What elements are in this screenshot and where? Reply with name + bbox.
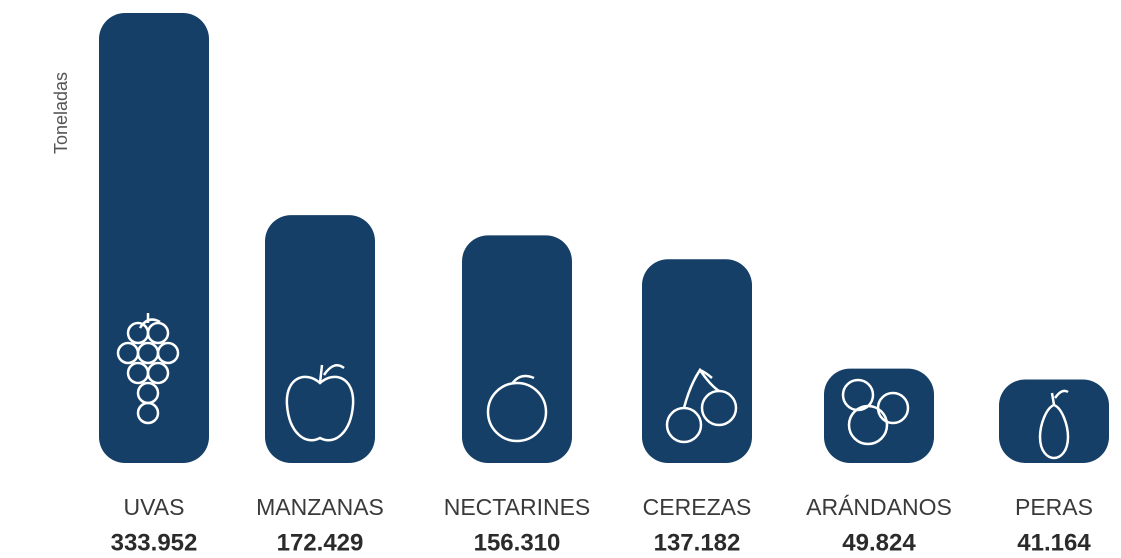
value-label: 156.310 (474, 529, 561, 556)
icon-part (486, 381, 548, 443)
y-axis-label: Toneladas (51, 72, 71, 154)
category-label: UVAS (124, 494, 185, 520)
bar-icon (486, 374, 548, 443)
icon-part (682, 367, 720, 409)
icon-part (138, 313, 161, 329)
icon-part (146, 361, 170, 385)
bar (642, 259, 752, 463)
category-label: ARÁNDANOS (806, 494, 952, 520)
value-label: 137.182 (654, 529, 741, 556)
value-label: 41.164 (1017, 529, 1091, 556)
icon-part (510, 374, 535, 385)
bar-icon (116, 313, 180, 425)
value-label: 49.824 (842, 529, 916, 556)
bar-icon (1038, 389, 1070, 460)
icon-part (156, 341, 180, 365)
icon-part (1038, 389, 1070, 460)
value-label: 333.952 (111, 529, 198, 556)
value-label: 172.429 (277, 529, 364, 556)
category-label: MANZANAS (256, 494, 384, 520)
bar-icon (665, 367, 738, 444)
icon-part (146, 321, 170, 345)
bar (999, 379, 1109, 463)
icon-part (285, 363, 355, 442)
category-label: PERAS (1015, 494, 1093, 520)
bar (265, 215, 375, 463)
bar (99, 13, 209, 463)
icon-part (847, 404, 889, 446)
bar-icon (285, 363, 355, 442)
category-label: NECTARINES (444, 494, 591, 520)
bar (462, 235, 572, 463)
icon-part (136, 401, 160, 425)
bar-icon (841, 378, 910, 446)
category-label: CEREZAS (643, 494, 752, 520)
